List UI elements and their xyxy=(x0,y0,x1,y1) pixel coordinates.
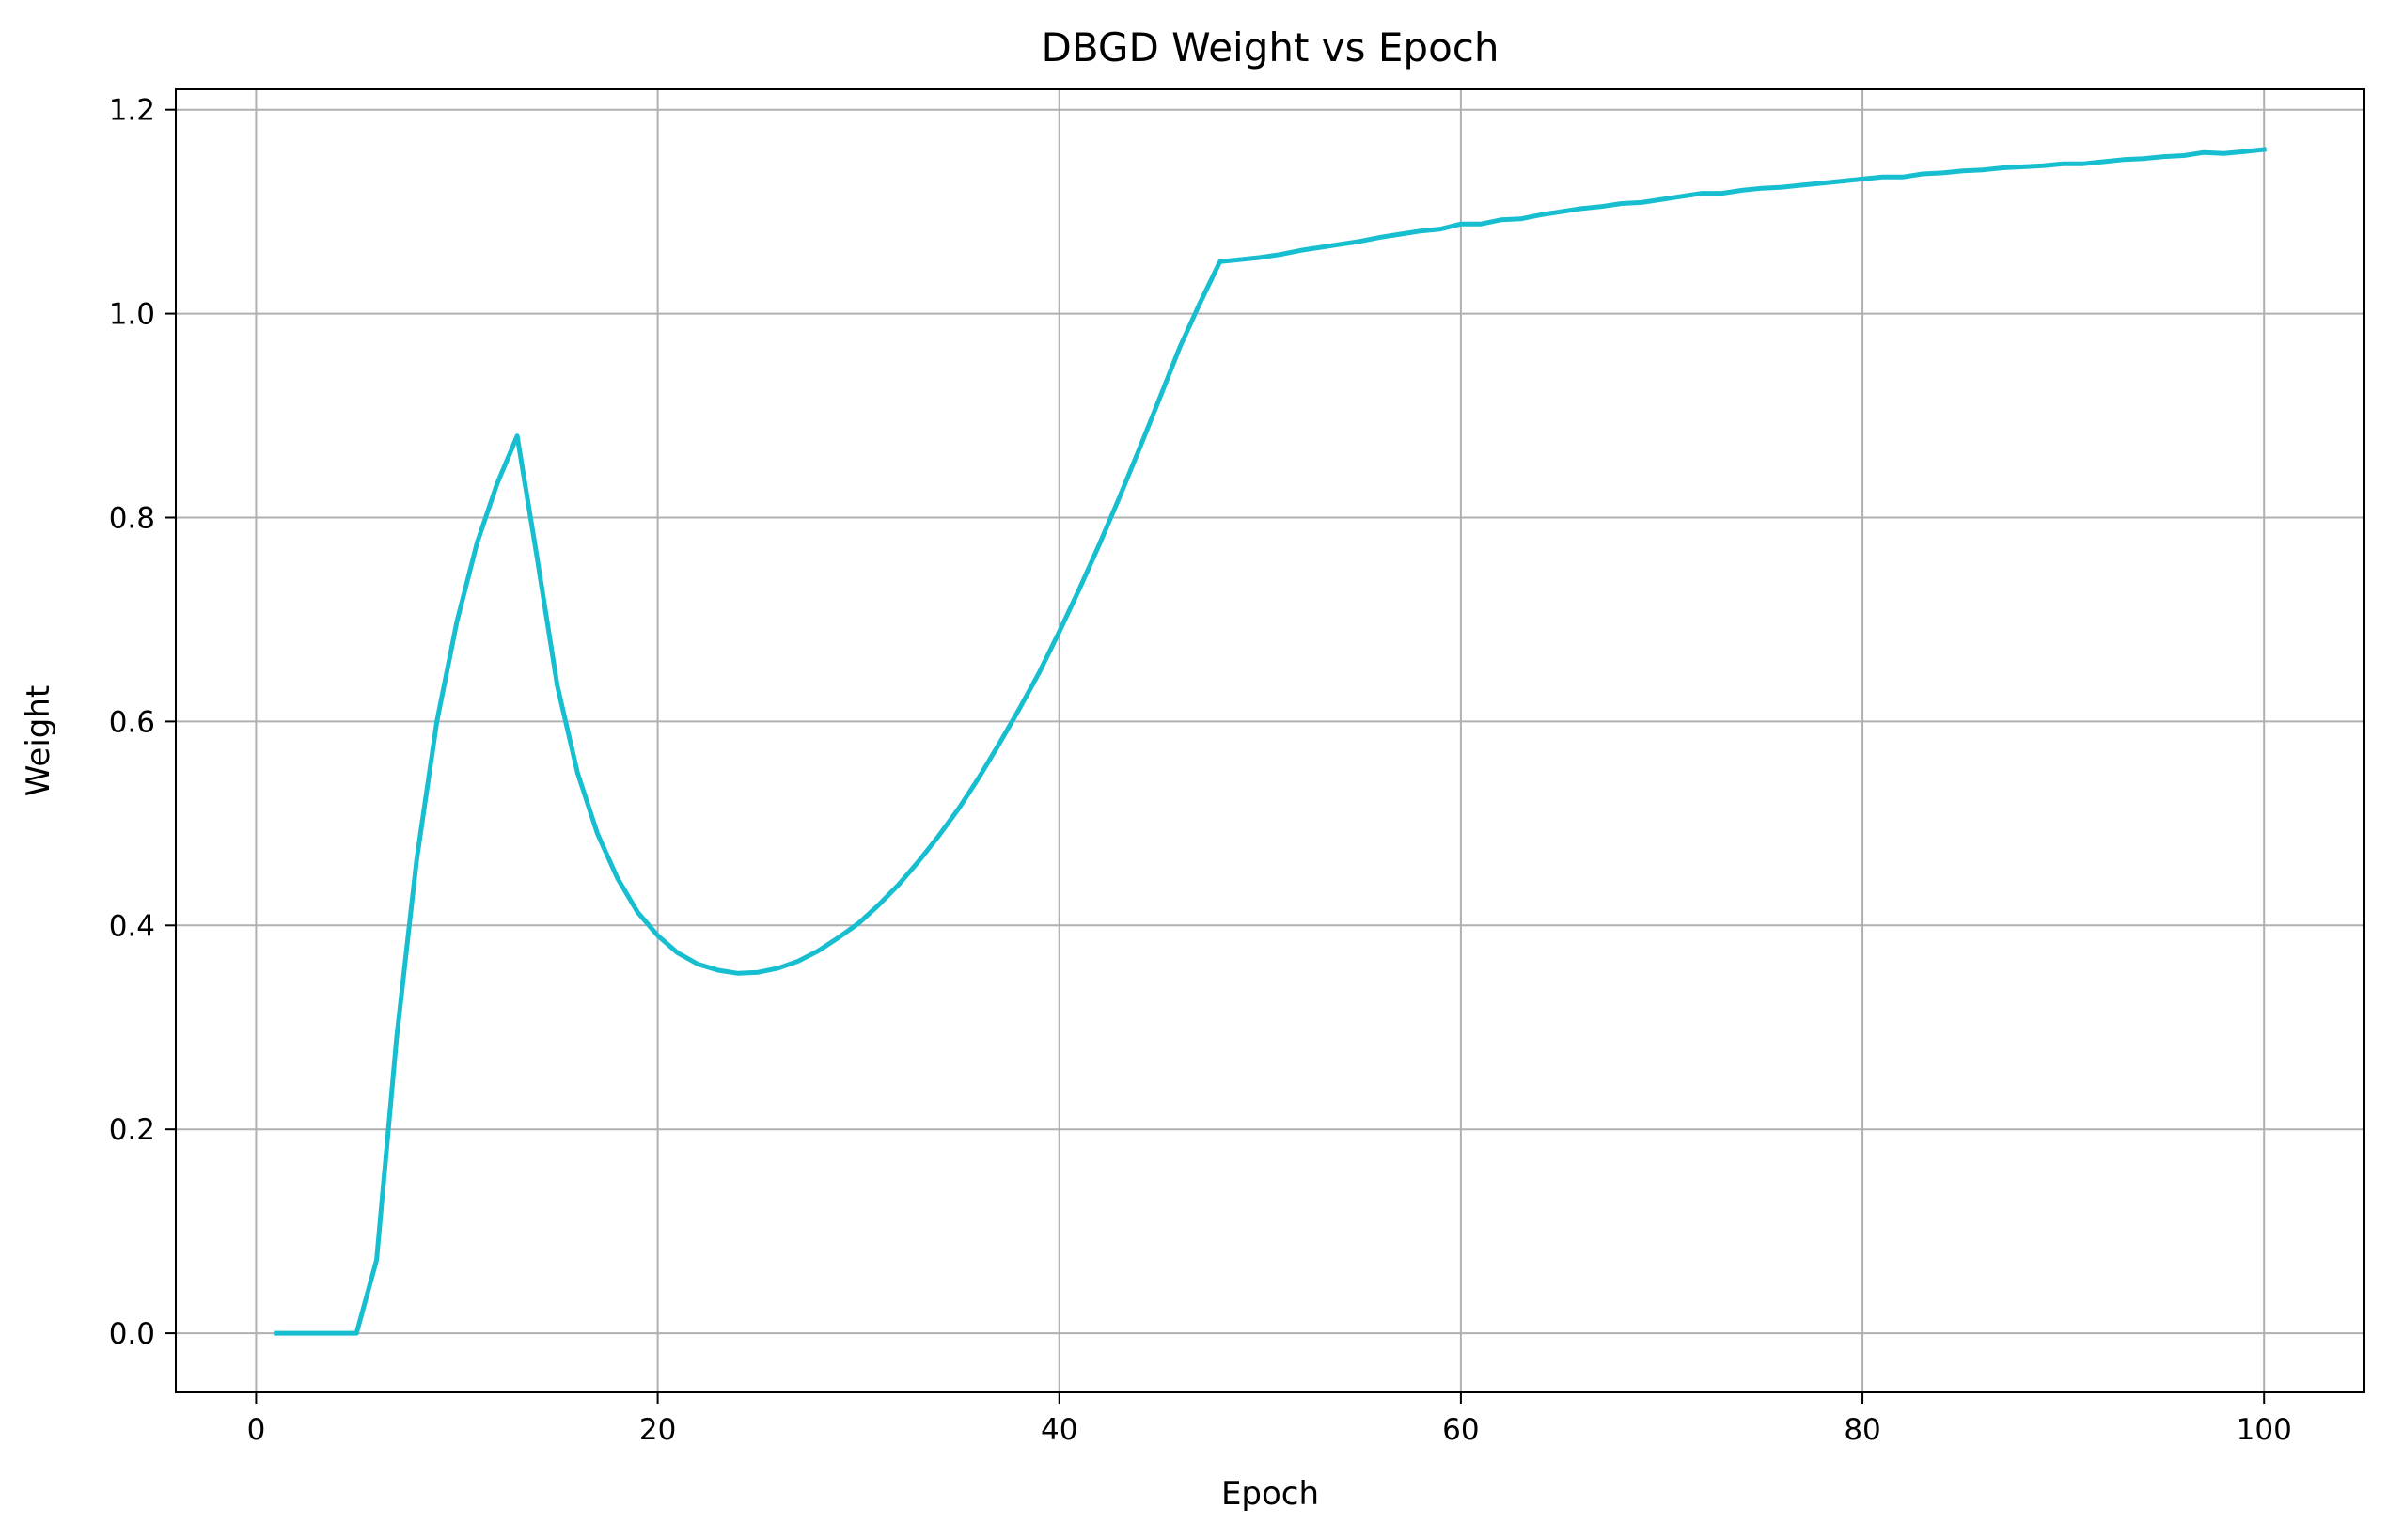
y-tick-label: 1.0 xyxy=(109,298,155,332)
y-tick-label: 0.2 xyxy=(109,1113,155,1147)
y-axis-label: Weight xyxy=(20,685,57,796)
y-tick-label: 0.4 xyxy=(109,909,155,943)
x-tick-label: 20 xyxy=(639,1413,676,1447)
plot-frame xyxy=(175,88,2365,1393)
x-axis-label: Epoch xyxy=(1221,1475,1319,1513)
chart-title: DBGD Weight vs Epoch xyxy=(1041,24,1499,71)
x-tick-label: 80 xyxy=(1844,1413,1880,1447)
grid-lines xyxy=(176,89,2364,1392)
series-line xyxy=(274,147,2267,1336)
x-tick-label: 100 xyxy=(2237,1413,2292,1447)
x-axis-ticks: 0 20 40 60 80 100 xyxy=(247,1392,2292,1447)
x-tick-label: 0 xyxy=(247,1413,266,1447)
y-tick-label: 0.6 xyxy=(109,705,155,739)
series-layer xyxy=(274,147,2267,1336)
x-tick-label: 40 xyxy=(1041,1413,1077,1447)
y-axis-ticks: 0.0 0.2 0.4 0.6 0.8 1.0 1.2 xyxy=(109,94,176,1351)
y-tick-label: 1.2 xyxy=(109,94,155,128)
x-tick-label: 60 xyxy=(1442,1413,1479,1447)
y-tick-label: 0.0 xyxy=(109,1317,155,1351)
y-tick-label: 0.8 xyxy=(109,501,155,535)
